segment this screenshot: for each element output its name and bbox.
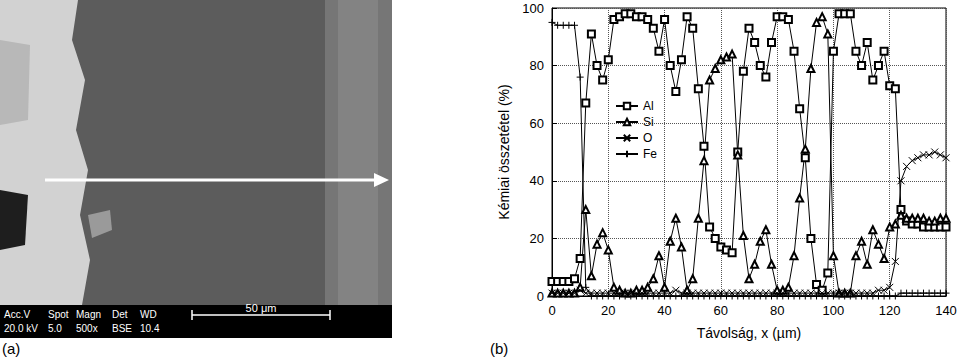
svg-text:80: 80: [770, 303, 784, 318]
html-text:(b): (b): [490, 340, 509, 357]
html-text:(a): (a): [2, 340, 21, 357]
svg-text:Al: Al: [643, 99, 654, 113]
svg-text:Távolság, x (µm): Távolság, x (µm): [697, 325, 802, 341]
svg-text:WD: WD: [140, 309, 157, 320]
svg-text:20.0 kV: 20.0 kV: [4, 323, 38, 334]
svg-text:Kémiai összetétel (%): Kémiai összetétel (%): [496, 84, 512, 219]
svg-text:Fe: Fe: [643, 147, 657, 161]
svg-text:10.4: 10.4: [140, 323, 160, 334]
svg-text:140: 140: [935, 303, 957, 318]
svg-text:40: 40: [530, 173, 544, 188]
svg-text:20: 20: [530, 231, 544, 246]
svg-text:100: 100: [823, 303, 845, 318]
svg-text:Magn: Magn: [76, 309, 101, 320]
svg-text:Det: Det: [112, 309, 128, 320]
svg-text:60: 60: [714, 303, 728, 318]
svg-text:O: O: [643, 131, 652, 145]
svg-text:Si: Si: [643, 115, 654, 129]
svg-text:120: 120: [879, 303, 901, 318]
svg-text:50 μm: 50 μm: [246, 302, 277, 314]
svg-text:5.0: 5.0: [48, 323, 62, 334]
svg-text:20: 20: [601, 303, 615, 318]
svg-text:Acc.V: Acc.V: [4, 309, 30, 320]
svg-text:40: 40: [657, 303, 671, 318]
svg-text:0: 0: [537, 289, 544, 304]
svg-text:60: 60: [530, 116, 544, 131]
svg-text:80: 80: [530, 58, 544, 73]
svg-text:100: 100: [522, 1, 544, 16]
svg-text:BSE: BSE: [112, 323, 132, 334]
svg-text:500x: 500x: [76, 323, 98, 334]
svg-text:Spot: Spot: [48, 309, 69, 320]
svg-text:0: 0: [548, 303, 555, 318]
